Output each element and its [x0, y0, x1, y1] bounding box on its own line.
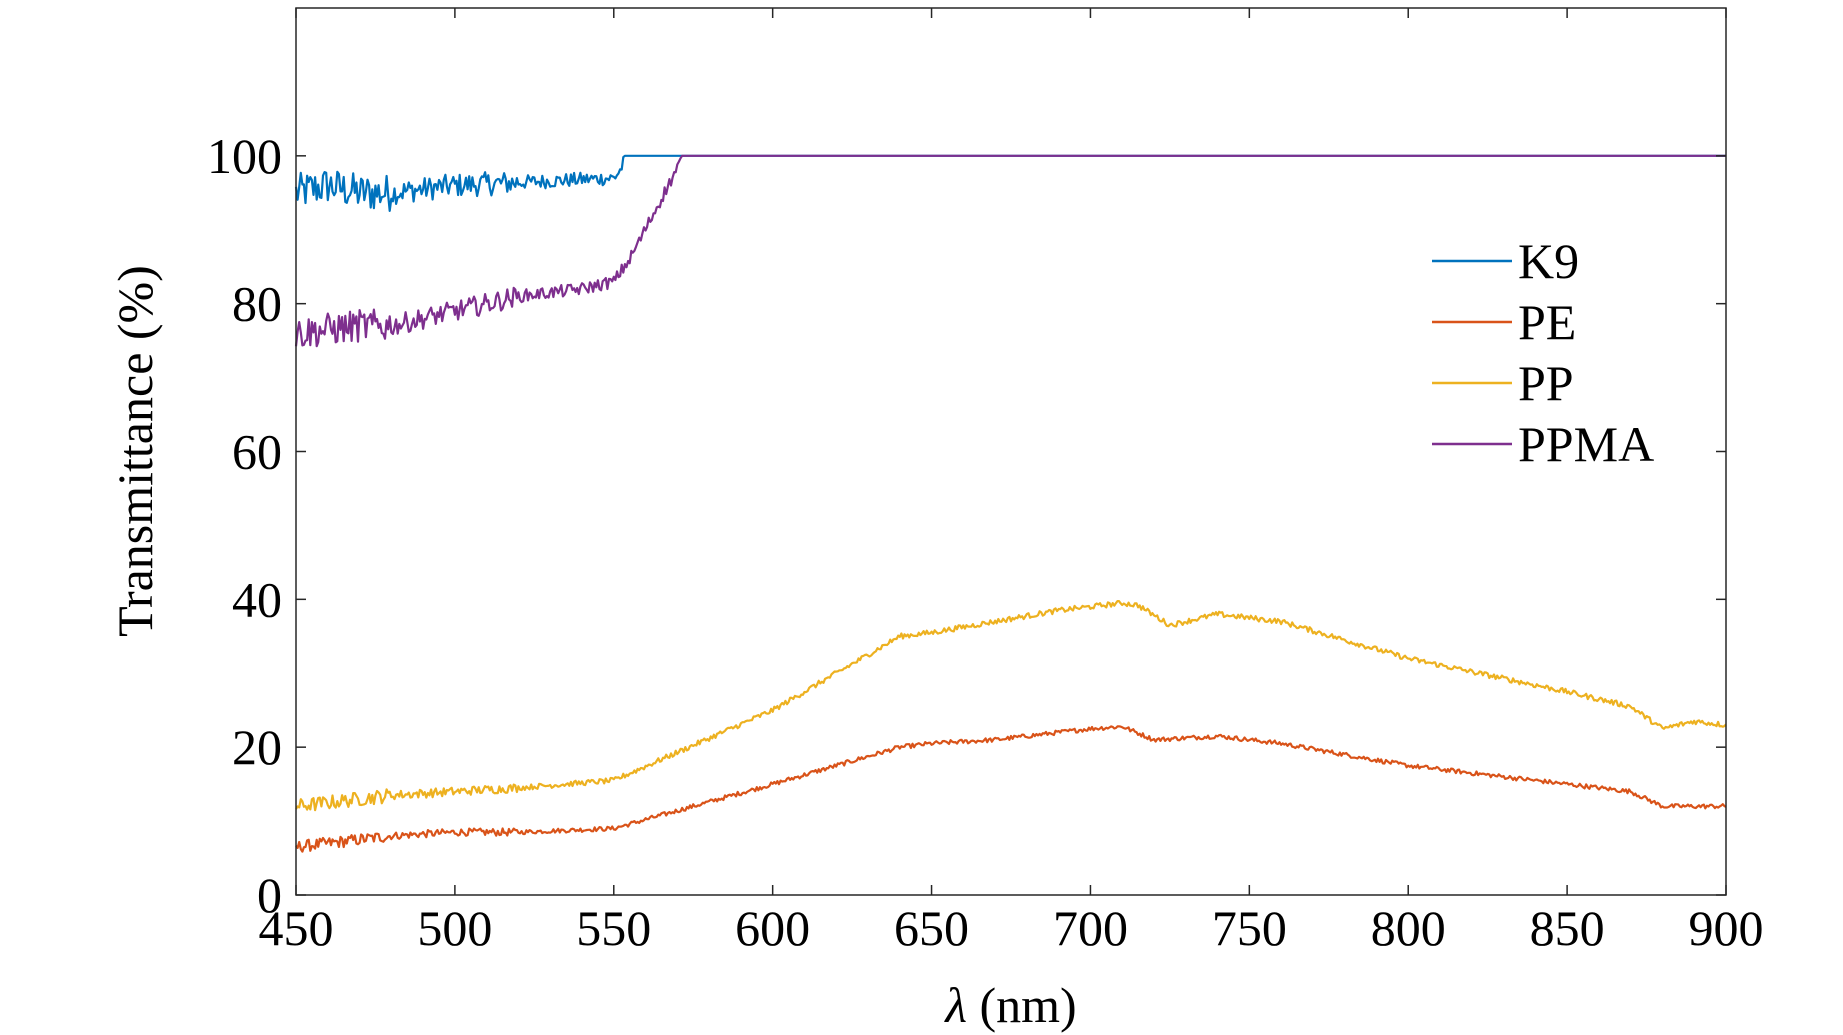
series-line-pp [295, 599, 1727, 812]
x-tick-label: 800 [1371, 900, 1446, 956]
x-axis-label-unit: (nm) [967, 977, 1077, 1033]
y-tick-label: 0 [257, 867, 282, 923]
x-tick-label: 600 [735, 900, 810, 956]
x-tick-label: 550 [576, 900, 651, 956]
x-tick-label: 900 [1689, 900, 1764, 956]
legend-label-pe: PE [1518, 294, 1576, 350]
y-tick-label: 20 [232, 719, 282, 775]
series-line-k9 [294, 154, 1726, 212]
series-line-ppma [294, 154, 1726, 348]
y-tick-label: 60 [232, 424, 282, 480]
y-tick-label: 80 [232, 276, 282, 332]
y-tick-label: 40 [232, 571, 282, 627]
y-axis-label: Transmittance (%) [107, 265, 163, 637]
series-line-pe [295, 725, 1727, 853]
legend-label-ppma: PPMA [1518, 416, 1654, 472]
x-axis-label: λ (nm) [943, 977, 1076, 1033]
x-tick-label: 700 [1053, 900, 1128, 956]
x-tick-label: 850 [1530, 900, 1605, 956]
series-layer [294, 154, 1727, 853]
x-tick-label: 650 [894, 900, 969, 956]
legend-label-pp: PP [1518, 355, 1574, 411]
plot-frame [295, 7, 1727, 896]
y-tick-label: 100 [207, 128, 282, 184]
legend-label-k9: K9 [1518, 233, 1579, 289]
tick-layer: 450 500 550 600 650 700 750 800 850 900 0 20 40 60 80 1… [207, 8, 1764, 956]
x-tick-label: 450 [259, 900, 334, 956]
x-tick-label: 750 [1212, 900, 1287, 956]
x-tick-label: 500 [417, 900, 492, 956]
x-axis-label-symbol: λ [943, 977, 967, 1033]
